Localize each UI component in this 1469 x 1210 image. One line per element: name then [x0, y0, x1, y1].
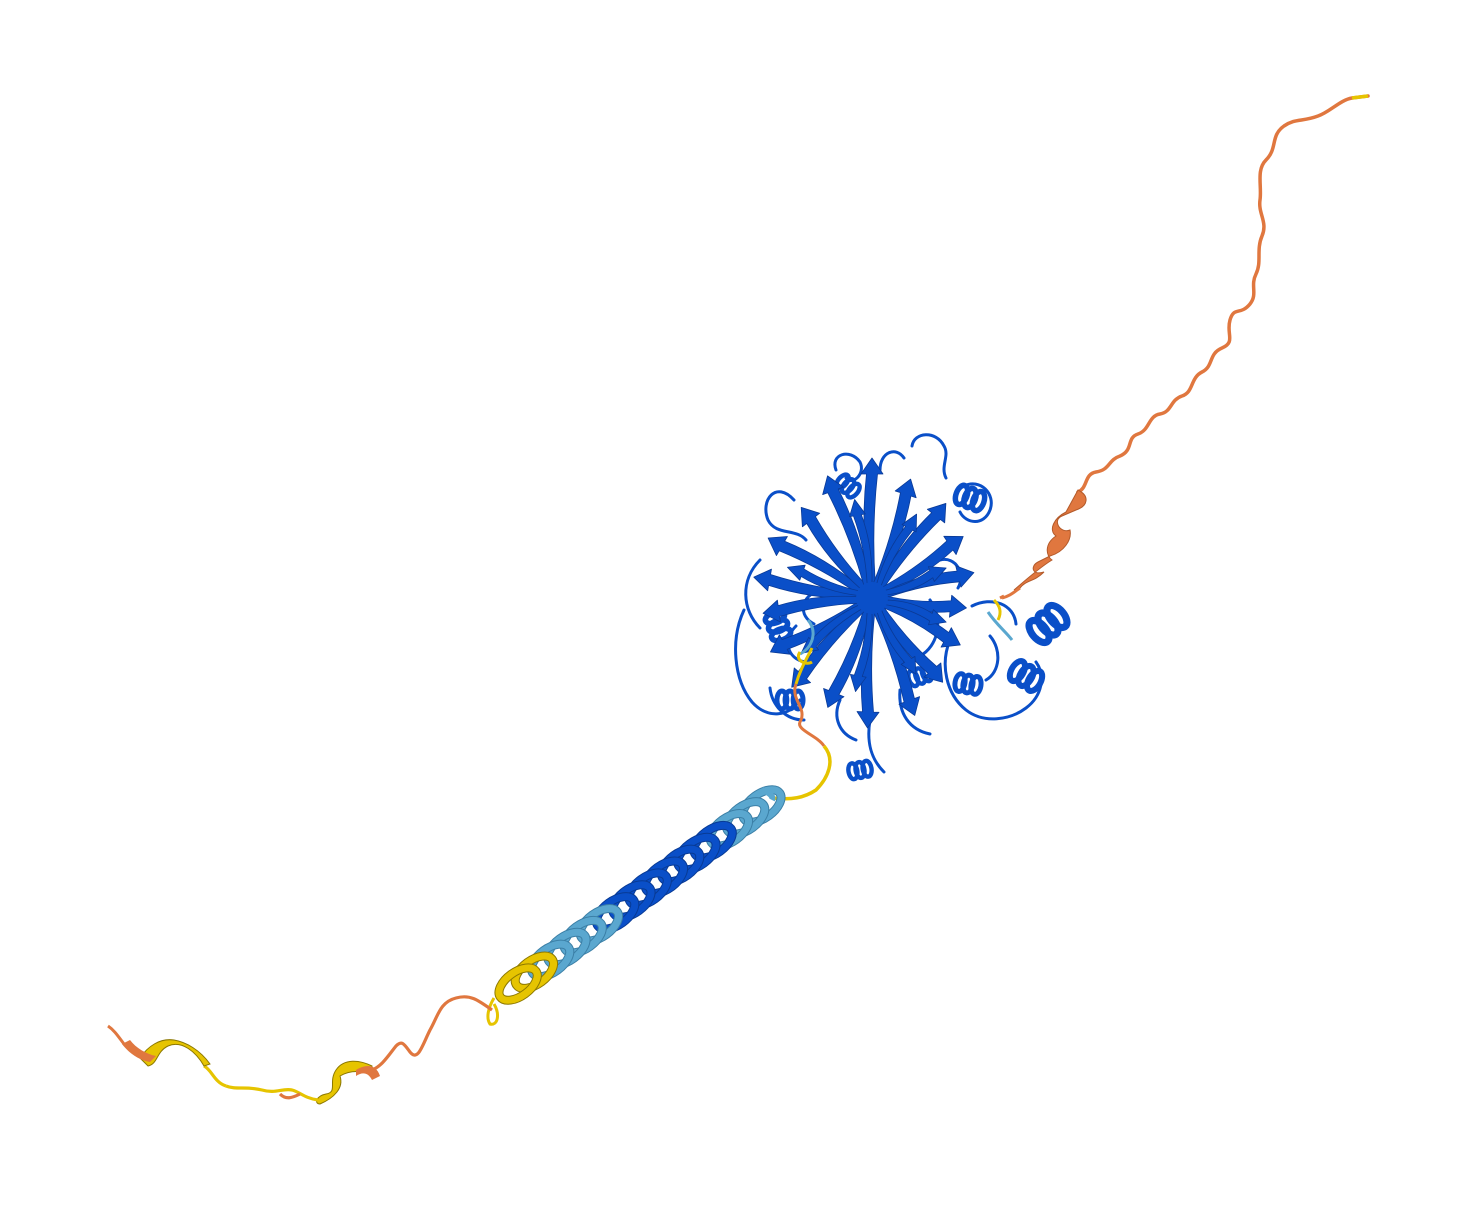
domain-loop	[734, 608, 802, 716]
beta-strand	[884, 599, 947, 626]
helix-turn	[968, 674, 984, 697]
helix-turn	[845, 481, 862, 500]
beta-strand	[876, 608, 917, 675]
peripheral-helix	[774, 688, 806, 712]
domain-helix-linker	[771, 647, 832, 801]
domain-loop	[958, 482, 993, 523]
n-terminal-tip	[122, 1040, 156, 1062]
globular-beta-propeller-domain	[734, 433, 1071, 782]
domain-low-segment	[797, 651, 813, 665]
beta-strand	[883, 566, 947, 596]
n-terminal-disordered-region	[107, 995, 499, 1105]
domain-confident-segment	[986, 611, 1014, 641]
helix-cap	[760, 787, 776, 802]
helix-turn-front	[511, 952, 557, 992]
domain-loop	[898, 688, 932, 736]
propeller-center	[856, 582, 888, 614]
helix-turn	[969, 488, 988, 514]
beta-strand	[849, 499, 873, 586]
beta-strand	[881, 535, 964, 594]
helix-turn	[510, 951, 558, 993]
domain-loop	[764, 490, 808, 542]
peripheral-helix	[952, 671, 984, 697]
helix-turn-front	[495, 964, 541, 1004]
domain-confident-segment	[799, 619, 815, 656]
tail-helix	[1013, 489, 1087, 591]
helix-turn	[1043, 601, 1071, 632]
long-alpha-helix	[494, 785, 786, 1005]
c-terminal-disordered-tail	[1001, 94, 1370, 600]
beta-strand	[800, 506, 867, 590]
beta-strand	[822, 475, 871, 587]
beta-strand	[876, 513, 917, 588]
c-terminal-tip-low	[1351, 94, 1369, 100]
n-helix-1	[139, 1039, 211, 1067]
domain-loop	[970, 600, 1018, 626]
beta-strand	[762, 595, 859, 623]
beta-strand	[787, 564, 861, 596]
peripheral-helix	[1025, 601, 1071, 647]
helix-turn	[494, 963, 542, 1005]
domain-loop	[984, 634, 1000, 682]
peripheral-helix	[1006, 658, 1046, 694]
domain-low-segment	[992, 598, 1002, 621]
peripheral-helix	[846, 758, 874, 782]
helix-turn	[790, 688, 806, 712]
beta-strand	[767, 536, 862, 595]
beta-strand	[850, 610, 873, 692]
domain-verylow-segment	[999, 594, 1005, 600]
peripheral-helix	[952, 482, 988, 514]
domain-loop	[910, 433, 948, 480]
helix-turn	[1023, 667, 1046, 694]
domain-loop	[835, 698, 858, 742]
domain-loop	[744, 558, 762, 630]
beta-strand	[823, 609, 871, 708]
domain-loop	[878, 450, 906, 472]
helix-turn	[860, 758, 874, 779]
